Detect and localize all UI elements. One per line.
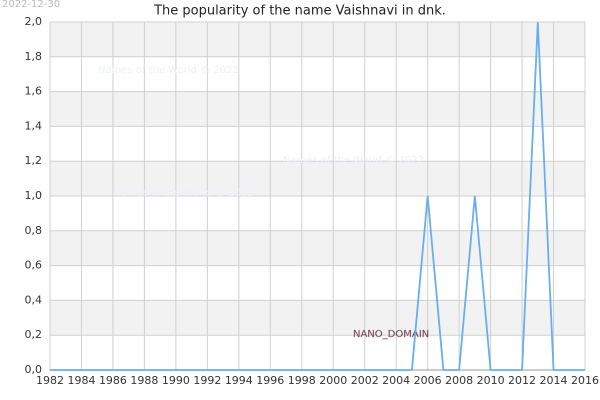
x-tick-label: 1984	[67, 374, 95, 387]
x-tick-label: 2010	[477, 374, 505, 387]
x-tick-label: 1986	[99, 374, 127, 387]
y-tick-label: 0,0	[25, 363, 43, 376]
x-tick-label: 1992	[193, 374, 221, 387]
band	[50, 91, 585, 127]
watermark: NANO_DOMAIN	[353, 329, 429, 340]
line	[50, 21, 585, 371]
band	[50, 230, 585, 266]
x-tick-label: 1988	[130, 374, 158, 387]
x-tick-label: 2014	[540, 374, 568, 387]
chart-title: The popularity of the name Vaishnavi in …	[153, 4, 446, 19]
x-tick-label: 1982	[36, 374, 64, 387]
band	[50, 161, 585, 196]
y-tick-label: 1,2	[25, 154, 43, 167]
x-tick-label: 2006	[414, 374, 442, 387]
y-tick-label: 0,2	[25, 328, 43, 341]
x-tick-label: 2002	[351, 374, 379, 387]
y-tick-label: 0,8	[25, 224, 43, 237]
x-tick-label: 2012	[508, 374, 536, 387]
y-tick-label: 1,8	[25, 50, 43, 63]
x-tick-label: 2000	[319, 374, 347, 387]
x-tick-label: 2016	[571, 374, 599, 387]
y-tick-label: 0,4	[25, 293, 43, 306]
x-tick-label: 2008	[445, 374, 473, 387]
y-tick-label: 2,0	[25, 15, 43, 28]
watermark: Names of the World © 2022	[283, 155, 424, 166]
date-stamp: 2022-12-30	[2, 0, 60, 10]
y-tick-label: 1,0	[25, 189, 43, 202]
x-tick-label: 1996	[256, 374, 284, 387]
y-tick-label: 1,6	[25, 85, 43, 98]
x-tick-label: 1994	[225, 374, 253, 387]
watermark: Names of the World © 2022	[113, 188, 254, 199]
y-tick-label: 0,6	[25, 259, 43, 272]
band	[50, 22, 585, 57]
x-tick-label: 1998	[288, 374, 316, 387]
x-tick-label: 2004	[382, 374, 410, 387]
watermark: Names of the World © 2022	[98, 65, 239, 76]
y-tick-label: 1,4	[25, 119, 43, 132]
band	[50, 300, 585, 336]
x-tick-label: 1990	[162, 374, 190, 387]
